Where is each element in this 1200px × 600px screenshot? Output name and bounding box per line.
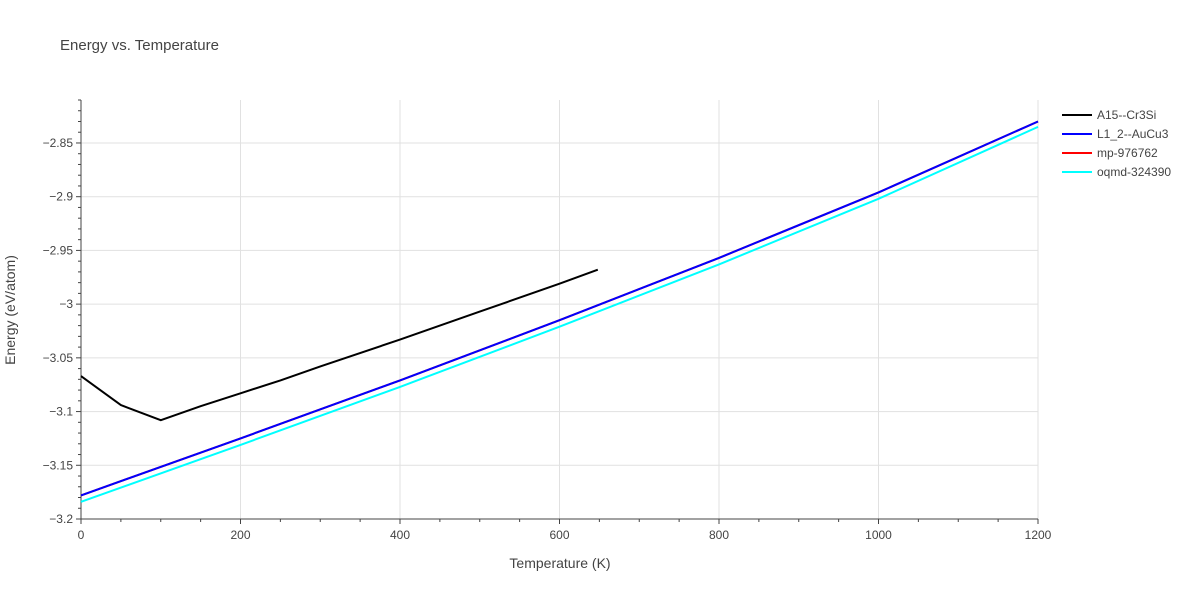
y-tick-label: −3	[59, 297, 73, 311]
y-tick-label: −3.2	[49, 512, 73, 526]
x-tick-label: 200	[230, 528, 250, 542]
series-line-a15-cr3si	[80, 268, 599, 422]
x-tick-label: 400	[390, 528, 410, 542]
x-tick-label: 800	[709, 528, 729, 542]
x-tick-label: 0	[78, 528, 85, 542]
x-tick-label: 600	[549, 528, 569, 542]
x-tick-label: 1000	[865, 528, 892, 542]
series-lines	[80, 120, 1039, 503]
axes	[76, 99, 1039, 524]
grid-lines	[81, 100, 1039, 519]
legend-label: L1_2--AuCu3	[1097, 127, 1169, 141]
legend-label: A15--Cr3Si	[1097, 108, 1156, 122]
y-tick-label: −3.05	[43, 351, 74, 365]
y-axis-label: Energy (eV/atom)	[2, 255, 18, 365]
y-tick-label: −3.1	[49, 405, 73, 419]
legend-label: mp-976762	[1097, 146, 1158, 160]
tick-labels: 0 200 400 600 800 1000 1200 −2.85 −2.9 −2.95 −3 −3.…	[43, 136, 1052, 542]
y-tick-label: −2.95	[43, 243, 74, 257]
chart-title: Energy vs. Temperature	[60, 37, 219, 54]
x-tick-label: 1200	[1025, 528, 1052, 542]
series-line-l1-2-aucu3	[80, 120, 1039, 497]
legend: A15--Cr3Si L1_2--AuCu3 mp-976762 oqmd-32439…	[1062, 108, 1171, 179]
y-tick-label: −3.15	[43, 458, 74, 472]
legend-label: oqmd-324390	[1097, 165, 1171, 179]
series-line-oqmd-324390	[80, 125, 1039, 503]
x-axis-label: Temperature (K)	[509, 555, 610, 571]
y-tick-label: −2.9	[49, 190, 73, 204]
y-tick-label: −2.85	[43, 136, 74, 150]
